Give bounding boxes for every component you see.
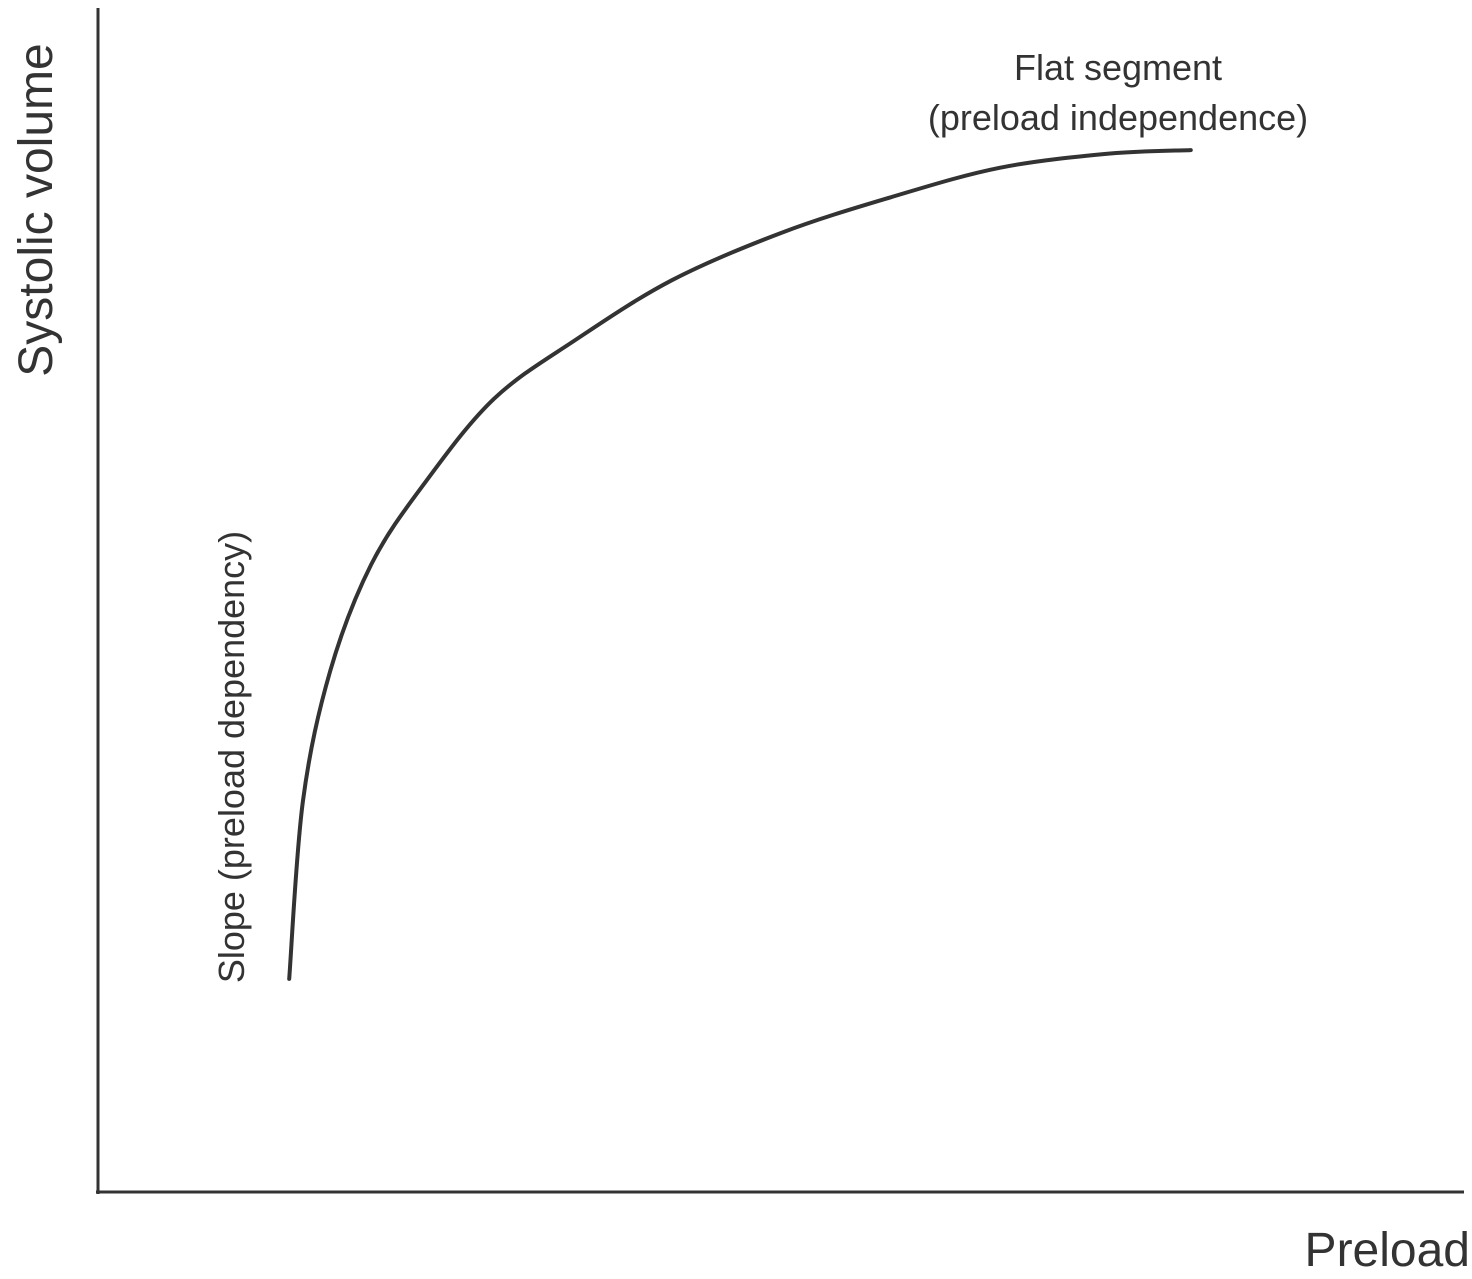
annotation-slope: Slope (preload dependency): [211, 531, 252, 983]
x-axis-title: Preload: [1305, 1224, 1470, 1277]
annotation-flat-line-2: (preload independence): [928, 97, 1308, 138]
y-axis-title: Systolic volume: [10, 43, 63, 376]
data-line: [287, 148, 1193, 981]
annotation-flat-line-1: Flat segment: [1014, 47, 1222, 88]
